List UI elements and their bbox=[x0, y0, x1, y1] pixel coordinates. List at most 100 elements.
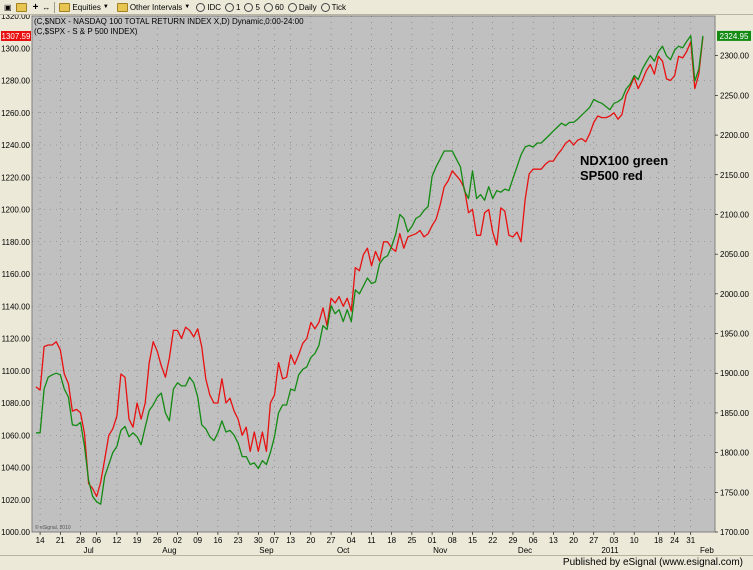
last-value-right-badge: 2324.95 bbox=[717, 30, 751, 41]
x-tick-label: 25 bbox=[407, 536, 416, 545]
right-tick-label: 1850.00 bbox=[720, 409, 749, 418]
interval-tick-label: Tick bbox=[331, 2, 346, 12]
open-button[interactable] bbox=[15, 1, 29, 14]
clock-icon bbox=[263, 2, 273, 12]
right-tick-label: 2250.00 bbox=[720, 91, 749, 100]
caret-down-icon: ▼ bbox=[102, 4, 109, 10]
x-tick-label: 31 bbox=[686, 536, 695, 545]
footer: Published by eSignal (www.esignal.com) bbox=[0, 555, 753, 570]
add-button[interactable]: + bbox=[33, 1, 39, 14]
last-value-left-badge: 1307.59 bbox=[1, 31, 31, 41]
interval-5-label: 5 bbox=[255, 2, 260, 12]
month-label: Dec bbox=[518, 546, 532, 555]
x-tick-label: 20 bbox=[306, 536, 315, 545]
last-value-right: 2324.95 bbox=[720, 32, 749, 41]
toolbar: ▣ + ↔ Equities ▼ Other Intervals ▼ IDC 1 5… bbox=[0, 0, 753, 15]
x-tick-label: 09 bbox=[193, 536, 202, 545]
month-label: Aug bbox=[162, 546, 176, 555]
x-tick-label: 18 bbox=[387, 536, 396, 545]
left-tick-label: 1180.00 bbox=[2, 238, 31, 247]
right-tick-label: 1800.00 bbox=[720, 449, 749, 458]
interval-60-label: 60 bbox=[274, 2, 284, 12]
right-tick-label: 2300.00 bbox=[720, 52, 749, 61]
x-tick-label: 04 bbox=[347, 536, 356, 545]
interval-idc-button[interactable]: IDC bbox=[196, 1, 221, 14]
annotation-spx: SP500 red bbox=[580, 168, 643, 183]
right-tick-label: 1900.00 bbox=[720, 369, 749, 378]
month-label: Jul bbox=[83, 546, 93, 555]
x-tick-label: 27 bbox=[327, 536, 336, 545]
series-layer bbox=[35, 35, 704, 505]
interval-daily-button[interactable]: Daily bbox=[287, 1, 317, 14]
left-tick-label: 1260.00 bbox=[1, 109, 30, 118]
x-tick-label: 29 bbox=[508, 536, 517, 545]
month-label: 2011 bbox=[601, 546, 619, 555]
x-tick-label: 15 bbox=[468, 536, 477, 545]
clock-icon bbox=[196, 2, 206, 12]
right-tick-label: 1950.00 bbox=[720, 330, 749, 339]
x-tick-label: 30 bbox=[254, 536, 263, 545]
right-tick-label: 2050.00 bbox=[720, 250, 749, 259]
month-label: Nov bbox=[433, 546, 447, 555]
left-tick-label: 1280.00 bbox=[1, 77, 30, 86]
left-axis: 1000.00 1020.00 1040.00 1060.00 1080.00 1100.… bbox=[1, 15, 30, 537]
right-tick-label: 2150.00 bbox=[720, 171, 749, 180]
month-label: Oct bbox=[337, 546, 350, 555]
folder-icon bbox=[59, 2, 71, 12]
right-tick-label: 2000.00 bbox=[720, 290, 749, 299]
x-axis: 14 21 28 06 12 19 26 02 09 16 23 30 07 13 20 27 04 11 18 25… bbox=[36, 532, 714, 555]
new-chart-button[interactable]: ▣ bbox=[4, 1, 12, 14]
x-tick-label: 13 bbox=[549, 536, 558, 545]
plus-icon: + bbox=[32, 1, 39, 13]
x-tick-label: 10 bbox=[630, 536, 639, 545]
x-tick-label: 14 bbox=[36, 536, 45, 545]
right-axis: 1700.00 1750.00 1800.00 1850.00 1900.00 1950.… bbox=[715, 52, 749, 537]
left-tick-label: 1240.00 bbox=[1, 141, 30, 150]
last-value-left: 1307.59 bbox=[2, 32, 31, 41]
x-tick-label: 28 bbox=[76, 536, 85, 545]
x-tick-label: 03 bbox=[610, 536, 619, 545]
interval-60-button[interactable]: 60 bbox=[263, 1, 284, 14]
header-line-2: (C,$SPX - S & P 500 INDEX) bbox=[34, 27, 138, 36]
equities-dropdown[interactable]: Equities ▼ bbox=[59, 1, 109, 14]
left-tick-label: 1040.00 bbox=[1, 464, 30, 473]
interval-1-label: 1 bbox=[236, 2, 241, 12]
scroll-button[interactable]: ↔ bbox=[42, 1, 50, 14]
left-tick-label: 1060.00 bbox=[1, 431, 30, 440]
left-tick-label: 1000.00 bbox=[1, 528, 30, 537]
other-intervals-dropdown[interactable]: Other Intervals ▼ bbox=[116, 1, 191, 14]
x-tick-label: 01 bbox=[428, 536, 437, 545]
series-line-sp500 bbox=[35, 36, 704, 498]
x-tick-label: 26 bbox=[153, 536, 162, 545]
left-tick-label: 1220.00 bbox=[1, 173, 30, 182]
interval-idc-label: IDC bbox=[207, 2, 222, 12]
chart: 1000.00 1020.00 1040.00 1060.00 1080.00 1100.… bbox=[0, 15, 753, 555]
x-tick-label: 24 bbox=[670, 536, 679, 545]
right-tick-label: 1700.00 bbox=[720, 528, 749, 537]
right-tick-label: 2200.00 bbox=[720, 131, 749, 140]
x-tick-label: 21 bbox=[56, 536, 65, 545]
left-tick-label: 1140.00 bbox=[2, 302, 31, 311]
left-tick-label: 1020.00 bbox=[1, 496, 30, 505]
other-intervals-label: Other Intervals bbox=[129, 2, 183, 12]
left-tick-label: 1100.00 bbox=[2, 367, 31, 376]
x-tick-label: 12 bbox=[112, 536, 121, 545]
new-chart-icon: ▣ bbox=[4, 2, 12, 12]
x-tick-label: 06 bbox=[92, 536, 101, 545]
clock-icon bbox=[287, 2, 297, 12]
interval-tick-button[interactable]: Tick bbox=[320, 1, 346, 14]
x-tick-label: 22 bbox=[488, 536, 497, 545]
caret-down-icon: ▼ bbox=[184, 4, 191, 10]
x-tick-label: 20 bbox=[569, 536, 578, 545]
plot-area[interactable] bbox=[31, 15, 716, 533]
right-tick-label: 1750.00 bbox=[720, 488, 749, 497]
x-tick-label: 27 bbox=[589, 536, 598, 545]
grid bbox=[32, 15, 715, 533]
interval-1-button[interactable]: 1 bbox=[225, 1, 240, 14]
x-tick-label: 07 bbox=[270, 536, 279, 545]
month-label: Sep bbox=[259, 546, 274, 555]
x-tick-label: 19 bbox=[133, 536, 142, 545]
interval-5-button[interactable]: 5 bbox=[244, 1, 260, 14]
x-tick-label: 02 bbox=[173, 536, 182, 545]
watermark: © eSignal, 2010 bbox=[35, 524, 71, 531]
